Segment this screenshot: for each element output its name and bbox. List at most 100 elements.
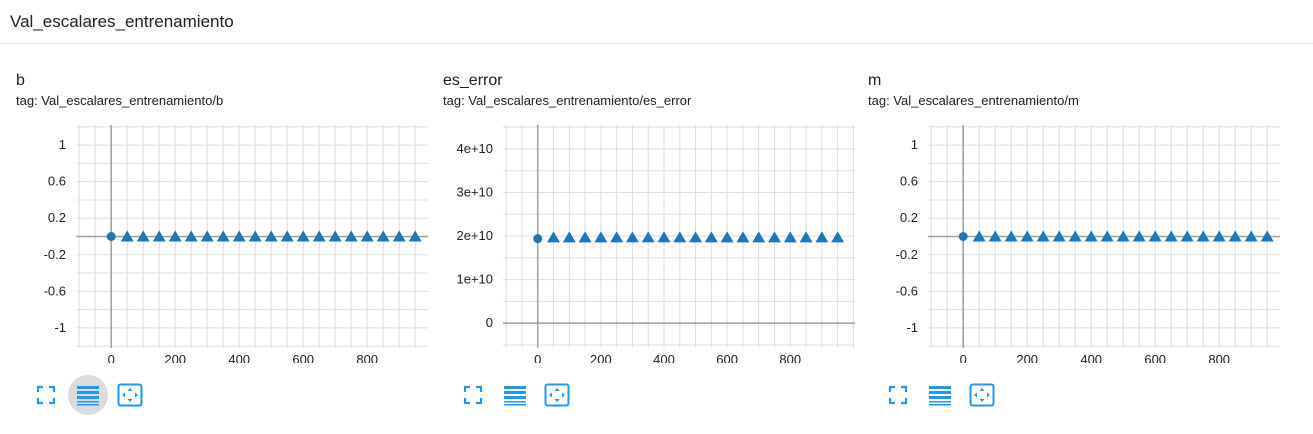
fullscreen-button[interactable] — [26, 375, 66, 415]
y-tick-label: 3e+10 — [456, 185, 493, 200]
data-point — [720, 231, 734, 243]
y-tick-label: 0.2 — [48, 210, 66, 225]
data-point — [232, 230, 246, 242]
toggle-log-scale-button[interactable] — [920, 375, 960, 415]
data-point — [1036, 230, 1050, 242]
scalar-chart-es-error[interactable]: 4e+10 3e+10 2e+10 1e+10 0 0 200 400 600 800 — [441, 115, 859, 363]
toggle-log-scale-button[interactable] — [495, 375, 535, 415]
data-point — [296, 230, 310, 242]
card-toolbar — [453, 375, 579, 415]
data-point — [136, 230, 150, 242]
data-point — [1068, 230, 1082, 242]
data-point — [641, 231, 655, 243]
fullscreen-icon — [463, 385, 483, 405]
y-tick-label: 2e+10 — [456, 228, 493, 243]
x-tick-label: 0 — [534, 352, 541, 363]
data-point — [1116, 230, 1130, 242]
y-tick-label: 0.6 — [900, 174, 918, 189]
y-tick-label: 1 — [911, 137, 918, 152]
run-group-header: Val_escalares_entrenamiento — [0, 0, 1313, 44]
x-tick-label: 400 — [1080, 352, 1102, 363]
data-point — [752, 231, 766, 243]
data-point — [168, 230, 182, 242]
card-tag: tag: Val_escalares_entrenamiento/es_erro… — [443, 93, 692, 108]
y-tick-label: 0 — [486, 315, 493, 330]
data-point — [216, 230, 230, 242]
scalar-card-b: b tag: Val_escalares_entrenamiento/b 1 0.… — [14, 60, 434, 430]
fit-domain-icon — [117, 383, 143, 407]
toggle-log-scale-icon — [77, 386, 99, 406]
x-tick-label: 600 — [1144, 352, 1166, 363]
data-point — [831, 231, 845, 243]
data-point — [1052, 230, 1066, 242]
y-tick-label: 0.2 — [900, 210, 918, 225]
fit-domain-button[interactable] — [110, 375, 150, 415]
x-tick-label: 800 — [779, 352, 801, 363]
data-point — [1260, 230, 1274, 242]
data-point — [958, 232, 968, 241]
x-tick-label: 600 — [292, 352, 314, 363]
y-tick-label: -0.6 — [896, 283, 918, 298]
scalar-chart-m[interactable]: 1 0.6 0.2 -0.2 -0.6 -1 0 200 400 600 800 — [866, 115, 1284, 363]
data-point — [1084, 230, 1098, 242]
data-point — [264, 230, 278, 242]
data-point — [799, 231, 813, 243]
fullscreen-button[interactable] — [878, 375, 918, 415]
data-point — [184, 230, 198, 242]
fit-domain-button[interactable] — [962, 375, 1002, 415]
y-tick-label: -1 — [54, 320, 66, 335]
data-point — [344, 230, 358, 242]
y-tick-label: -1 — [906, 320, 918, 335]
data-point — [200, 230, 214, 242]
x-tick-label: 0 — [108, 352, 115, 363]
card-title: es_error — [443, 72, 503, 89]
x-tick-label: 400 — [228, 352, 250, 363]
card-title: b — [16, 72, 25, 89]
y-tick-label: 4e+10 — [456, 141, 493, 156]
scalar-card-es-error: es_error tag: Val_escalares_entrenamient… — [441, 60, 861, 430]
x-tick-label: 400 — [653, 352, 675, 363]
data-point — [1180, 230, 1194, 242]
data-point — [767, 231, 781, 243]
x-tick-label: 600 — [716, 352, 738, 363]
data-point — [594, 231, 608, 243]
data-point — [120, 230, 134, 242]
data-point — [625, 231, 639, 243]
fit-domain-icon — [544, 383, 570, 407]
data-point — [248, 230, 262, 242]
data-point — [312, 230, 326, 242]
toggle-log-scale-icon — [929, 386, 951, 406]
data-point — [972, 230, 986, 242]
data-point — [533, 234, 543, 244]
fit-domain-button[interactable] — [537, 375, 577, 415]
group-title: Val_escalares_entrenamiento — [10, 11, 234, 31]
toggle-log-scale-icon — [504, 386, 526, 406]
card-title: m — [868, 72, 882, 89]
x-tick-label: 200 — [164, 352, 186, 363]
data-point — [376, 230, 390, 242]
fullscreen-button[interactable] — [453, 375, 493, 415]
data-point — [578, 231, 592, 243]
data-point — [1100, 230, 1114, 242]
data-point — [1148, 230, 1162, 242]
data-point — [689, 231, 703, 243]
data-point — [328, 230, 342, 242]
toggle-log-scale-button[interactable] — [68, 375, 108, 415]
data-point — [408, 230, 422, 242]
data-point — [673, 231, 687, 243]
scalar-chart-b[interactable]: 1 0.6 0.2 -0.2 -0.6 -1 0 200 400 600 800 — [14, 115, 432, 363]
data-point — [360, 230, 374, 242]
y-tick-label: 1e+10 — [456, 272, 493, 287]
data-point — [1212, 230, 1226, 242]
data-point — [106, 232, 116, 241]
data-point — [1004, 230, 1018, 242]
data-point — [1020, 230, 1034, 242]
data-point — [988, 230, 1002, 242]
card-tag: tag: Val_escalares_entrenamiento/b — [16, 93, 224, 108]
data-point — [280, 230, 294, 242]
x-tick-label: 800 — [1208, 352, 1230, 363]
data-point — [1228, 230, 1242, 242]
x-tick-label: 800 — [356, 352, 378, 363]
y-tick-label: 0.6 — [48, 174, 66, 189]
y-tick-label: -0.2 — [896, 247, 918, 262]
